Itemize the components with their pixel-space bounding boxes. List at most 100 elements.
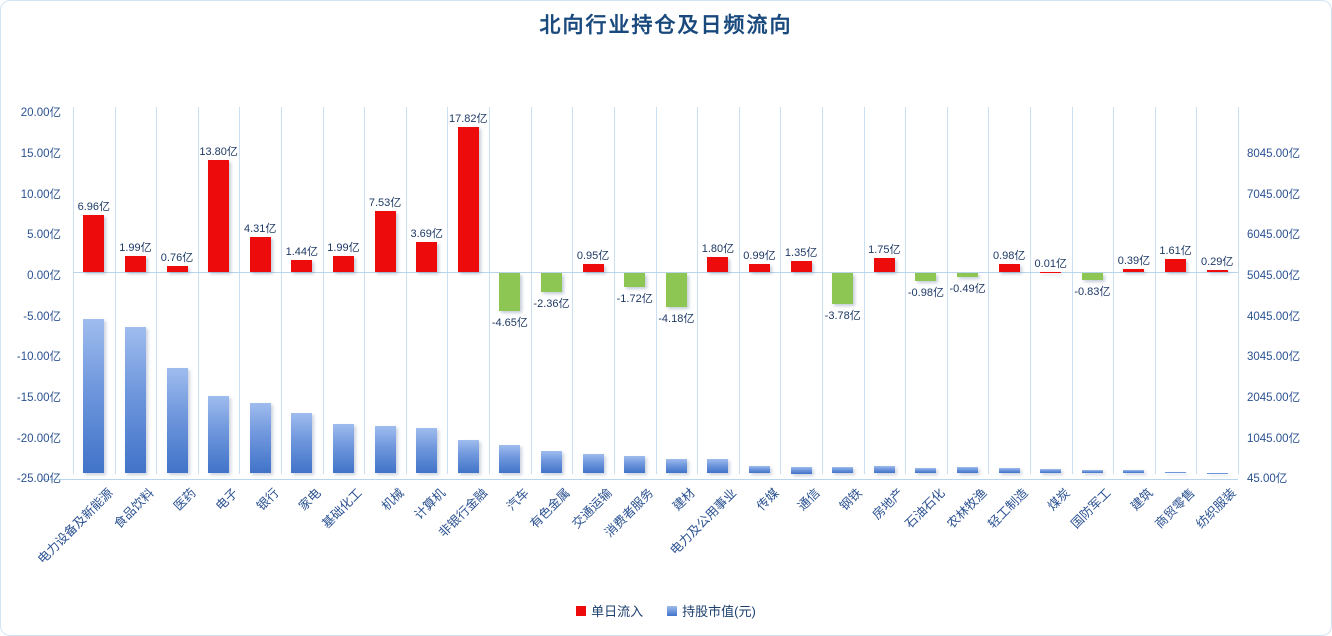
left-axis-tick-label: -10.00亿 <box>16 351 61 364</box>
holding-bar <box>374 426 396 474</box>
right-axis-tick-label: 8045.00亿 <box>1247 148 1301 160</box>
inflow-swatch-icon <box>576 605 587 616</box>
flow-bar <box>915 273 937 281</box>
gridline <box>197 107 199 474</box>
flow-value-label: -4.65亿 <box>491 316 528 329</box>
flow-bar <box>249 236 271 272</box>
holding-bar <box>1081 470 1103 474</box>
gridline <box>1113 107 1115 474</box>
left-axis-tick-label: 0.00亿 <box>27 270 61 282</box>
right-axis-tick-label: 1045.00亿 <box>1247 432 1301 445</box>
gridline <box>239 107 241 474</box>
holding-bar <box>291 413 313 474</box>
flow-bar <box>540 273 562 293</box>
flow-bar <box>208 159 230 272</box>
gridline <box>905 107 907 474</box>
gridline <box>613 107 615 474</box>
flow-bar <box>499 273 521 311</box>
flow-bar <box>291 260 313 272</box>
right-axis-tick-label: 3045.00亿 <box>1247 351 1301 364</box>
flow-value-label: 0.98亿 <box>992 250 1026 263</box>
gridline <box>572 107 574 474</box>
legend-item-inflow: 单日流入 <box>576 601 643 620</box>
left-axis-tick-label: -20.00亿 <box>16 432 61 445</box>
gridline <box>946 107 948 474</box>
flow-value-label: 1.35亿 <box>784 247 818 260</box>
flow-bar <box>1081 273 1103 280</box>
holding-bar <box>1165 471 1187 474</box>
holding-bar <box>83 318 105 474</box>
gridline <box>655 107 657 474</box>
flow-bar <box>582 264 604 272</box>
category-label: 国防军工 <box>1068 485 1115 532</box>
flow-bar <box>416 242 438 272</box>
holding-bar <box>249 402 271 474</box>
flow-bar <box>873 257 895 272</box>
gridline <box>156 107 158 474</box>
category-label: 通信 <box>795 485 823 514</box>
holding-bar <box>416 428 438 474</box>
holding-bar <box>124 326 146 474</box>
flow-bar <box>707 257 729 272</box>
flow-bar <box>1165 258 1187 272</box>
category-label: 煤炭 <box>1044 485 1073 514</box>
flow-value-label: 0.01亿 <box>1034 257 1067 270</box>
holding-bar <box>998 468 1020 474</box>
category-label: 钢铁 <box>836 485 865 514</box>
right-axis-tick-label: 4045.00亿 <box>1247 310 1301 323</box>
flow-bar <box>832 273 854 304</box>
flow-value-label: -2.36亿 <box>533 298 570 311</box>
left-axis-tick-label: 5.00亿 <box>27 229 61 242</box>
flow-value-label: 0.95亿 <box>576 250 610 263</box>
flow-bar <box>83 215 105 272</box>
category-label: 商贸零售 <box>1152 485 1198 532</box>
left-axis-tick-label: -15.00亿 <box>16 392 61 404</box>
flow-bar <box>624 273 646 287</box>
right-axis-tick-label: 5045.00亿 <box>1247 270 1301 282</box>
flow-value-label: -4.18亿 <box>658 312 695 325</box>
flow-value-label: 1.44亿 <box>285 246 319 259</box>
gridline <box>697 107 699 474</box>
flow-value-label: 4.31亿 <box>244 222 277 235</box>
holding-bar <box>957 466 979 474</box>
flow-value-label: -0.49亿 <box>949 282 986 295</box>
gridline <box>489 107 491 474</box>
left-axis-tick-label: -5.00亿 <box>23 310 61 323</box>
flow-value-label: 13.80亿 <box>199 145 238 158</box>
gridline <box>1196 107 1198 474</box>
category-label: 机械 <box>379 485 407 514</box>
flow-value-label: 1.61亿 <box>1159 244 1192 257</box>
holding-bar <box>665 459 687 474</box>
category-label: 家电 <box>295 485 324 514</box>
flow-bar <box>374 210 396 272</box>
flow-value-label: -0.98亿 <box>907 286 944 299</box>
holding-bar <box>1040 469 1062 474</box>
gridline <box>821 107 823 474</box>
holding-bar <box>1206 472 1228 474</box>
holding-bar <box>624 456 646 474</box>
category-label: 有色金属 <box>527 485 574 532</box>
category-label: 基础化工 <box>319 485 366 532</box>
gridline <box>405 107 407 474</box>
left-axis-tick-label: 15.00亿 <box>20 148 61 160</box>
flow-value-label: 1.80亿 <box>701 243 735 256</box>
left-axis-tick-label: 20.00亿 <box>20 107 61 120</box>
gridline <box>780 107 782 474</box>
category-label: 传媒 <box>753 485 782 514</box>
flow-value-label: 1.99亿 <box>119 241 152 254</box>
flow-value-label: 0.29亿 <box>1200 255 1234 268</box>
flow-bar <box>957 273 979 277</box>
gridline <box>73 107 74 474</box>
zero-axis-line <box>73 272 1238 273</box>
gridline <box>738 107 740 474</box>
holding-bar <box>540 450 562 474</box>
right-axis-tick-label: 7045.00亿 <box>1247 188 1301 201</box>
legend-item-holding: 持股市值(元) <box>667 601 756 620</box>
gridline <box>1154 107 1156 474</box>
category-label: 纺织服装 <box>1193 485 1239 532</box>
gridline <box>114 107 116 474</box>
gridline <box>447 107 449 474</box>
left-axis-tick-label: -25.00亿 <box>16 473 61 486</box>
